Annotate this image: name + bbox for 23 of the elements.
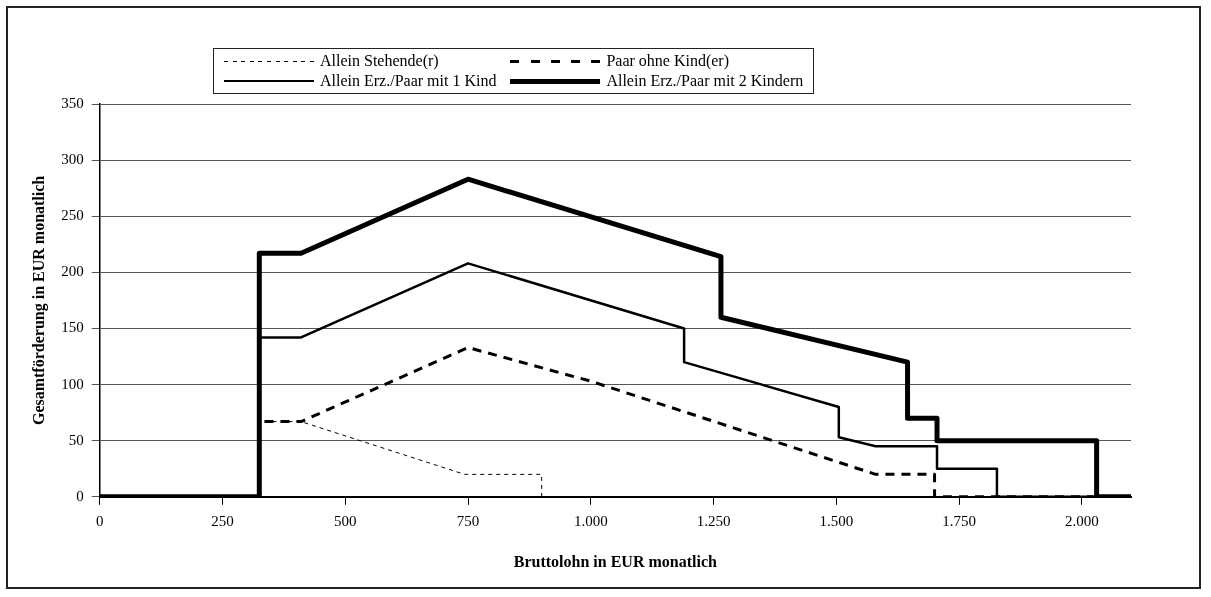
x-tick-label: 1.500 <box>819 512 854 529</box>
x-tick-label: 1.750 <box>942 512 976 529</box>
x-axis-title: Bruttolohn in EUR monatlich <box>513 552 718 570</box>
x-tick-label: 750 <box>456 512 480 529</box>
y-tick-label: 350 <box>61 94 84 111</box>
legend-label: Allein Erz./Paar mit 2 Kindern <box>606 72 804 90</box>
y-tick-label: 50 <box>68 431 84 448</box>
x-tick-label: 500 <box>334 512 357 529</box>
x-tick-label: 1.250 <box>696 512 731 529</box>
legend-label: Allein Stehende(r) <box>320 52 439 70</box>
y-tick-label: 0 <box>76 487 84 504</box>
y-axis-title: Gesamtförderung in EUR monatlich <box>29 175 48 426</box>
x-tick-label: 0 <box>95 512 104 529</box>
y-tick-label: 300 <box>61 151 84 168</box>
legend-label: Paar ohne Kind(er) <box>606 52 730 70</box>
y-tick-label: 200 <box>61 263 84 280</box>
legend-label: Allein Erz./Paar mit 1 Kind <box>320 72 497 90</box>
x-tick-label: 1.000 <box>573 512 608 529</box>
x-tick-label: 250 <box>211 512 234 529</box>
x-tick-label: 2.000 <box>1065 512 1099 529</box>
y-tick-label: 250 <box>61 207 84 224</box>
y-tick-label: 100 <box>61 375 84 392</box>
y-tick-label: 150 <box>61 319 84 336</box>
